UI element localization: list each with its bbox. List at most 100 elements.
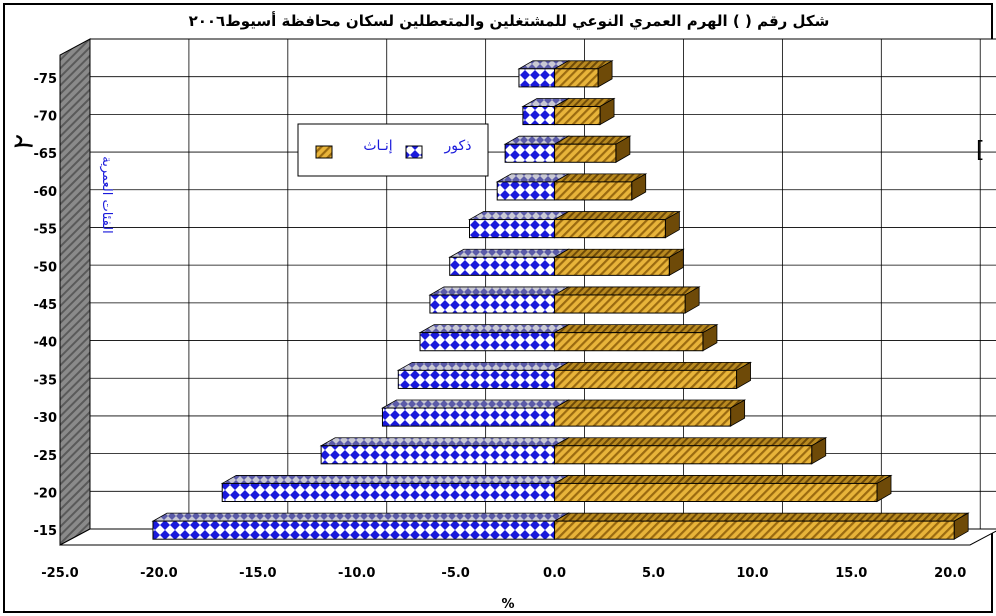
- female-bar: [553, 60, 614, 88]
- bar-face: [554, 143, 617, 163]
- bar-face: [522, 105, 556, 126]
- bar-top: [319, 437, 571, 447]
- x-tick-label: -15.0: [239, 566, 276, 581]
- bar-face: [449, 256, 556, 276]
- male-bar: [151, 512, 571, 540]
- bar-top: [220, 475, 571, 484]
- y-axis-label: الفئات العمرية: [99, 156, 114, 234]
- y-tick-label: -25: [34, 449, 58, 464]
- bar-face: [320, 445, 556, 465]
- bar-face: [554, 181, 633, 201]
- y-tick-label: -40: [34, 336, 58, 351]
- bar-face: [554, 219, 666, 239]
- y-tick-label: -50: [34, 260, 58, 275]
- bar-top: [418, 324, 571, 334]
- male-bar: [220, 474, 571, 503]
- male-bar: [319, 437, 571, 465]
- bar-face: [554, 105, 601, 126]
- female-bar: [553, 173, 648, 201]
- male-bar: [418, 323, 571, 352]
- male-bar: [396, 361, 571, 390]
- bar-top: [151, 512, 571, 522]
- bar-top: [553, 437, 828, 447]
- bar-face: [554, 407, 732, 427]
- bar-face: [518, 68, 556, 88]
- x-tick-label: -5.0: [441, 566, 469, 581]
- bar-top: [553, 399, 747, 409]
- y-tick-label: -75: [34, 72, 58, 87]
- female-bar: [553, 512, 970, 540]
- side-wall: [59, 38, 91, 546]
- y-tick-label: -20: [34, 486, 58, 501]
- male-bar: [428, 286, 571, 314]
- bar-face: [221, 482, 556, 503]
- male-bar: [467, 210, 571, 239]
- female-bar: [553, 323, 719, 352]
- bar-top: [553, 248, 685, 258]
- legend-box: [297, 123, 489, 177]
- y-tick-label: -30: [34, 411, 58, 426]
- female-bar: [553, 361, 753, 390]
- bar-face: [554, 332, 704, 352]
- x-tick-label: -25.0: [41, 566, 78, 581]
- x-tick-label: -10.0: [338, 566, 375, 581]
- bar-top: [553, 324, 719, 334]
- x-tick-label: 0.0: [543, 566, 566, 581]
- bar-face: [496, 181, 556, 201]
- y-tick-label: -60: [34, 185, 58, 200]
- bar-top: [553, 173, 648, 183]
- male-bar: [380, 399, 571, 427]
- bar-face: [429, 294, 556, 314]
- x-axis-label: %: [501, 597, 514, 612]
- legend: إنـاث ذكور: [297, 123, 489, 177]
- bar-face: [554, 256, 670, 276]
- bar-face: [554, 482, 878, 503]
- legend-swatch-female: [315, 145, 333, 159]
- legend-label-female: إنـاث: [363, 138, 392, 154]
- bar-top: [553, 475, 893, 484]
- y-tick-label: -70: [34, 110, 58, 125]
- bar-face: [469, 219, 556, 239]
- bar-top: [553, 286, 701, 296]
- x-tick-label: 15.0: [835, 566, 867, 581]
- bar-face: [397, 369, 556, 389]
- bar-top: [448, 248, 571, 258]
- female-bar: [553, 399, 747, 427]
- female-bar: [553, 135, 632, 163]
- bar-top: [553, 512, 970, 522]
- bar-face: [554, 520, 955, 540]
- bar-top: [467, 211, 571, 220]
- bar-face: [419, 332, 556, 352]
- bar-face: [152, 520, 556, 540]
- y-tick-label: -15: [34, 524, 58, 539]
- bar-top: [380, 399, 571, 409]
- chart-title: شكل رقم ( ) الهرم العمري النوعي للمشتغلي…: [189, 11, 830, 31]
- bar-top: [553, 211, 681, 220]
- male-bar: [448, 248, 571, 277]
- right-bracket-mark: [: [976, 138, 985, 163]
- bar-face: [554, 68, 599, 88]
- female-bar: [553, 437, 828, 465]
- x-tick-label: -20.0: [140, 566, 177, 581]
- bar-face: [554, 445, 813, 465]
- female-bar: [553, 286, 701, 314]
- x-tick-label: 20.0: [934, 566, 966, 581]
- y-tick-label: -45: [34, 298, 58, 313]
- bar-top: [428, 286, 571, 296]
- bar-face: [504, 143, 556, 163]
- bar-face: [554, 294, 686, 314]
- bar-face: [381, 407, 556, 427]
- bar-face: [554, 369, 738, 389]
- x-tick-label: 5.0: [642, 566, 665, 581]
- bar-top: [553, 361, 753, 371]
- female-bar: [553, 210, 681, 239]
- female-bar: [553, 248, 685, 277]
- x-tick-label: 10.0: [736, 566, 768, 581]
- female-bar: [553, 474, 893, 503]
- legend-swatch-male: [405, 145, 423, 159]
- female-bar: [553, 97, 616, 126]
- legend-label-male: ذكور: [444, 138, 472, 154]
- plot-area: -15 -20 -25 -30 -35 -40 -45 -50 -55 -60 -65 -70 -75 -…: [34, 38, 996, 581]
